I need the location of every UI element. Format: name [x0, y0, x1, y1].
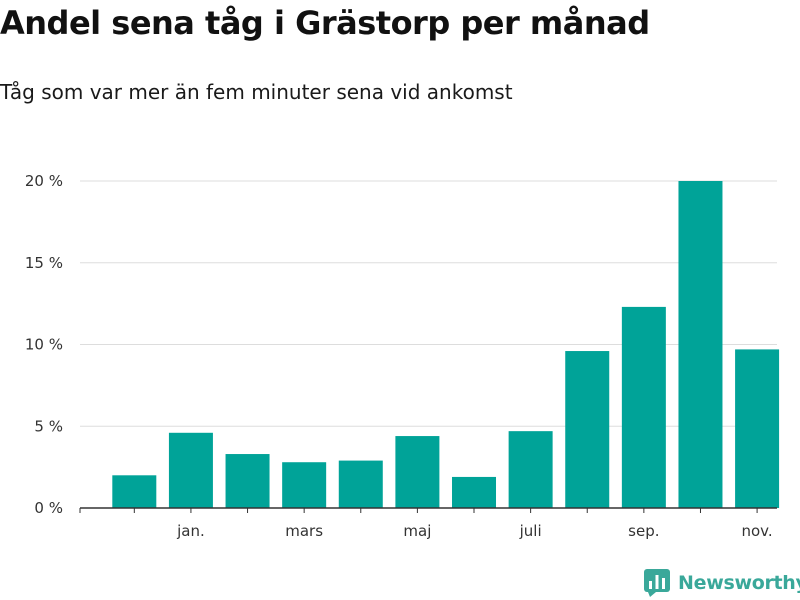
y-tick-label: 20 % [25, 172, 63, 190]
bars [112, 181, 780, 508]
bar-juli [508, 431, 553, 508]
x-tick-label: nov. [742, 522, 773, 540]
newsworthy-brand: Newsworthy [644, 569, 800, 597]
y-axis-labels: 0 % 5 % 10 % 15 % 20 % [25, 172, 63, 517]
bar-juni [452, 476, 497, 508]
y-tick-label: 5 % [34, 417, 63, 435]
bar-okt. [678, 181, 723, 508]
bar-sep. [621, 306, 666, 508]
gridlines [80, 180, 777, 427]
brand-name: Newsworthy [678, 572, 800, 594]
bar-apr. [338, 460, 383, 508]
y-tick-label: 0 % [34, 499, 63, 517]
chart-subtitle: Tåg som var mer än fem minuter sena vid … [0, 80, 513, 104]
x-tick-label: sep. [628, 522, 659, 540]
newsworthy-logo-icon [644, 569, 670, 597]
x-tick-label: mars [285, 522, 323, 540]
bar-jan. [168, 432, 213, 508]
x-axis: jan. mars maj juli sep. nov. [79, 507, 777, 540]
chart-title: Andel sena tåg i Grästorp per månad [0, 4, 650, 42]
bar-mars [282, 462, 327, 508]
bar-maj [395, 436, 440, 508]
bar-feb. [225, 454, 270, 508]
x-tick-label: jan. [176, 522, 205, 540]
y-tick-label: 10 % [25, 336, 63, 354]
bar-aug. [565, 351, 610, 508]
y-tick-label: 15 % [25, 254, 63, 272]
x-tick-label: maj [403, 522, 431, 540]
bar-dec. [112, 475, 157, 508]
bar-nov. [735, 349, 780, 508]
x-tick-label: juli [519, 522, 542, 540]
